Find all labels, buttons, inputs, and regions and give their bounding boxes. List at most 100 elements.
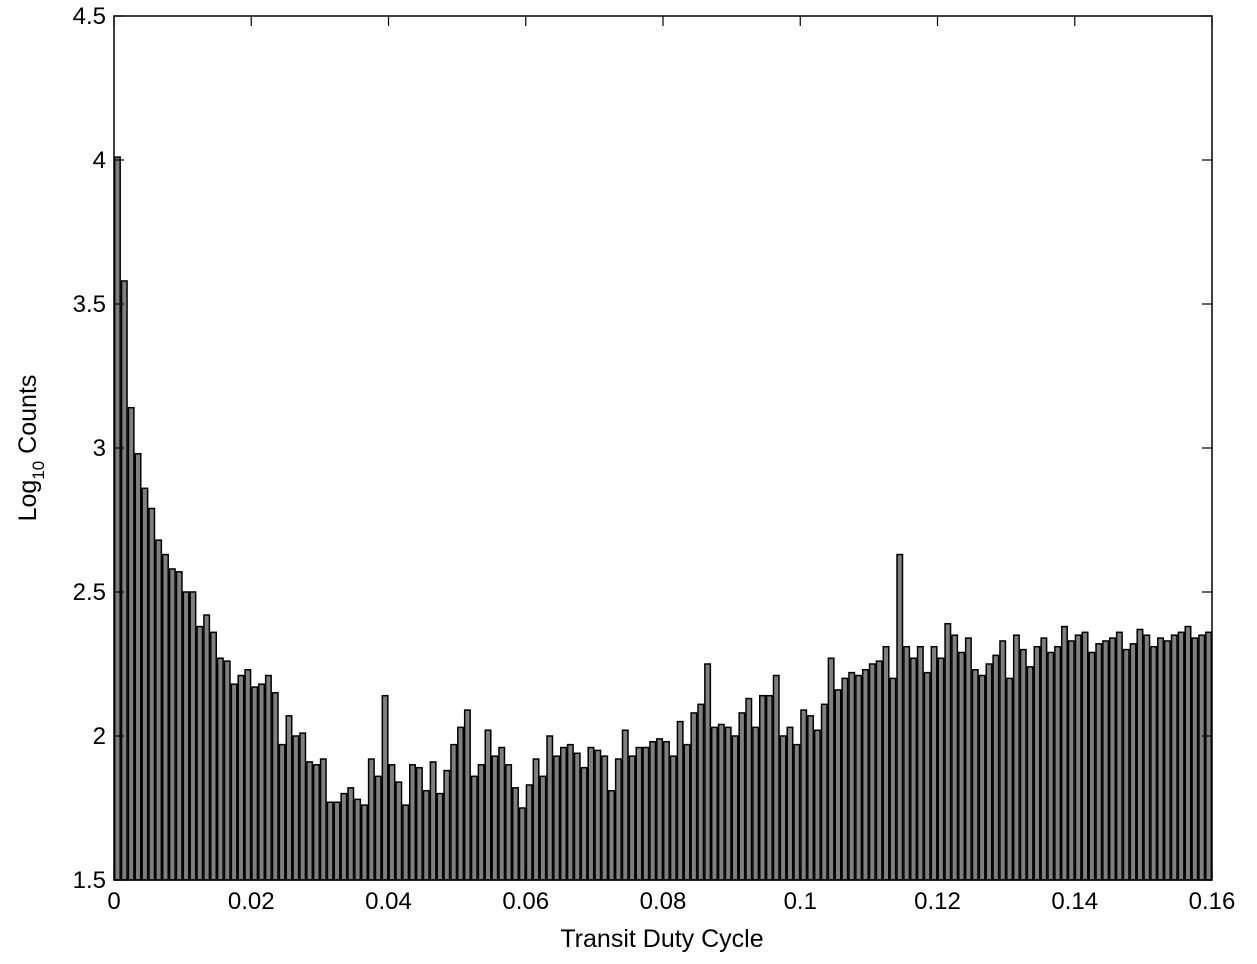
x-tick-label-2: 0.04 <box>365 888 412 915</box>
x-tick-label-0: 0 <box>107 888 120 915</box>
x-tick-label-3: 0.06 <box>502 888 549 915</box>
bar-91 <box>738 712 746 881</box>
bar-70 <box>594 749 602 881</box>
bar-81 <box>669 755 677 881</box>
bar-133 <box>1026 666 1034 881</box>
bar-24 <box>278 743 286 881</box>
bar-80 <box>662 741 670 881</box>
bar-42 <box>402 804 410 881</box>
bar-123 <box>958 651 966 881</box>
bar-87 <box>710 726 718 881</box>
x-tick-label-6: 0.12 <box>914 888 961 915</box>
bar-69 <box>587 746 595 881</box>
bar-111 <box>875 660 883 881</box>
bar-113 <box>889 677 897 881</box>
bar-150 <box>1143 634 1151 881</box>
bar-53 <box>477 764 485 881</box>
bar-8 <box>168 568 176 881</box>
bar-52 <box>470 775 478 881</box>
bar-147 <box>1122 648 1130 881</box>
bar-129 <box>999 640 1007 881</box>
bar-17 <box>230 683 238 881</box>
x-tick-label-8: 0.16 <box>1189 888 1236 915</box>
bar-138 <box>1060 625 1068 881</box>
bar-25 <box>285 715 293 881</box>
bar-134 <box>1033 645 1041 881</box>
bar-14 <box>210 631 217 881</box>
bar-10 <box>182 591 190 881</box>
bar-1 <box>120 280 128 881</box>
bar-49 <box>450 743 458 881</box>
bar-120 <box>937 657 945 881</box>
bar-33 <box>340 792 348 881</box>
bar-85 <box>697 703 705 881</box>
bar-45 <box>422 789 430 881</box>
bar-6 <box>155 539 163 881</box>
bar-146 <box>1115 631 1123 881</box>
bar-46 <box>429 761 437 881</box>
bar-15 <box>216 657 224 881</box>
bar-36 <box>360 804 368 881</box>
bar-series <box>113 156 1213 881</box>
y-tick-label-6: 4.5 <box>73 3 106 30</box>
bar-98 <box>786 726 794 881</box>
bar-102 <box>813 729 821 881</box>
bar-136 <box>1047 651 1055 881</box>
axis-ticks <box>113 15 1213 881</box>
bar-50 <box>457 726 465 881</box>
bar-112 <box>882 645 890 881</box>
x-tick-label-5: 0.1 <box>784 888 817 915</box>
bar-156 <box>1184 625 1192 881</box>
bar-7 <box>161 553 169 881</box>
x-tick-labels: 0 0.02 0.04 0.06 0.08 0.1 0.12 0.14 0.16 <box>107 888 1235 915</box>
bar-114 <box>896 553 904 881</box>
bar-100 <box>800 709 808 881</box>
bar-56 <box>498 746 506 881</box>
bar-159 <box>1205 631 1213 881</box>
bar-121 <box>944 622 952 881</box>
y-tick-label-2: 2.5 <box>73 579 106 606</box>
bar-104 <box>827 657 835 881</box>
bar-105 <box>834 689 842 881</box>
bar-68 <box>580 766 588 881</box>
bar-124 <box>964 637 972 881</box>
bar-64 <box>553 755 561 881</box>
bar-88 <box>717 723 725 881</box>
bar-154 <box>1170 634 1178 881</box>
bar-151 <box>1150 645 1158 881</box>
bar-21 <box>258 683 266 881</box>
bar-62 <box>539 775 547 881</box>
bar-11 <box>189 591 197 881</box>
bar-16 <box>223 660 231 881</box>
bar-84 <box>690 712 698 881</box>
bar-125 <box>971 669 979 881</box>
bar-157 <box>1191 637 1199 881</box>
x-tick-label-4: 0.08 <box>640 888 687 915</box>
bar-35 <box>354 798 362 881</box>
bar-110 <box>868 663 876 881</box>
bar-60 <box>525 784 533 881</box>
y-tick-label-4: 3.5 <box>73 291 106 318</box>
bar-106 <box>841 677 849 881</box>
bar-13 <box>203 614 211 881</box>
bar-86 <box>704 663 712 881</box>
y-tick-label-3: 3 <box>93 435 106 462</box>
bar-66 <box>566 743 574 881</box>
bar-158 <box>1198 634 1206 881</box>
bar-0 <box>113 156 121 881</box>
bar-130 <box>1006 677 1014 881</box>
bar-4 <box>141 487 149 881</box>
bar-142 <box>1088 651 1096 881</box>
bar-73 <box>614 758 622 881</box>
bar-41 <box>395 781 403 881</box>
x-tick-label-7: 0.14 <box>1051 888 1098 915</box>
bar-96 <box>772 674 780 881</box>
bar-3 <box>134 453 142 881</box>
bar-107 <box>848 671 856 881</box>
bar-90 <box>731 735 739 881</box>
y-axis-label-base: Log <box>14 480 42 522</box>
bar-152 <box>1157 637 1165 881</box>
bar-89 <box>724 726 732 881</box>
